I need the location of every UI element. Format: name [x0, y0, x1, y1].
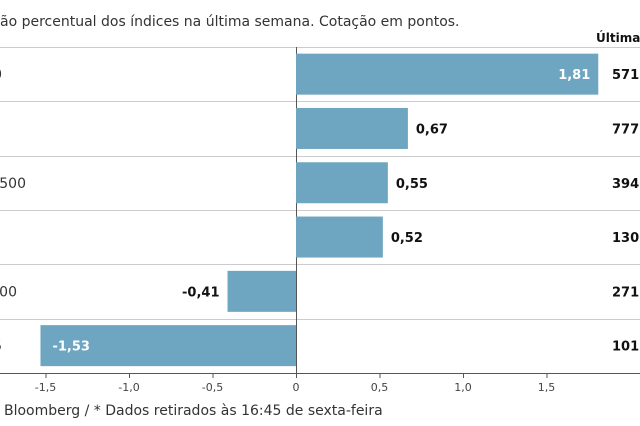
bar [296, 53, 599, 95]
bar [296, 216, 383, 258]
chart-subtitle: ão percentual dos índices na última sema… [0, 14, 460, 30]
x-tick-label: 0,5 [371, 381, 389, 394]
last-quote: 2716 [612, 285, 640, 300]
bar [40, 325, 296, 367]
row-label: 0 [0, 67, 2, 83]
last-quote: 7775 [612, 122, 640, 137]
bar [296, 162, 388, 204]
x-tick-label: -0,5 [202, 381, 223, 394]
last-quote: 13068 [612, 231, 640, 246]
x-tick-label: -1,0 [118, 381, 139, 394]
bar-value-label: -1,53 [52, 340, 89, 355]
x-tick-label: 0 [293, 381, 300, 394]
source-note: Bloomberg / * Dados retirados às 16:45 d… [4, 403, 383, 419]
bar-value-label: 1,81 [558, 68, 590, 83]
row-label: 00 [0, 284, 17, 300]
row-label: 5 [0, 339, 2, 355]
x-tick-label: -1,5 [35, 381, 56, 394]
bar [227, 270, 296, 312]
last-quote-column-header: Última c [596, 31, 640, 45]
last-quote: 5715 [612, 68, 640, 83]
bar-value-label: 0,52 [391, 231, 423, 246]
bar [296, 107, 408, 149]
bar-value-label: 0,67 [416, 122, 448, 137]
bar-value-label: -0,41 [182, 285, 219, 300]
bar-value-label: 0,55 [396, 177, 428, 192]
last-quote: 1011 [612, 340, 640, 355]
last-quote: 394 [612, 177, 639, 192]
x-tick-label: 1,0 [454, 381, 472, 394]
x-tick-label: 1,5 [538, 381, 556, 394]
row-label: 500 [0, 176, 26, 192]
